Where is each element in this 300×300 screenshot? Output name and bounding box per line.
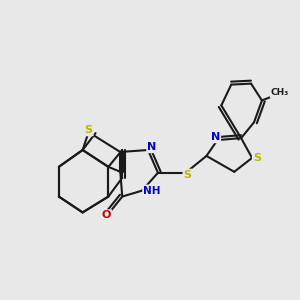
- Text: NH: NH: [143, 186, 161, 196]
- Text: CH₃: CH₃: [271, 88, 289, 97]
- Text: N: N: [211, 132, 220, 142]
- Text: O: O: [102, 210, 111, 220]
- Text: S: S: [184, 170, 192, 180]
- Text: S: S: [85, 125, 93, 135]
- Text: N: N: [147, 142, 157, 152]
- Text: S: S: [253, 153, 261, 163]
